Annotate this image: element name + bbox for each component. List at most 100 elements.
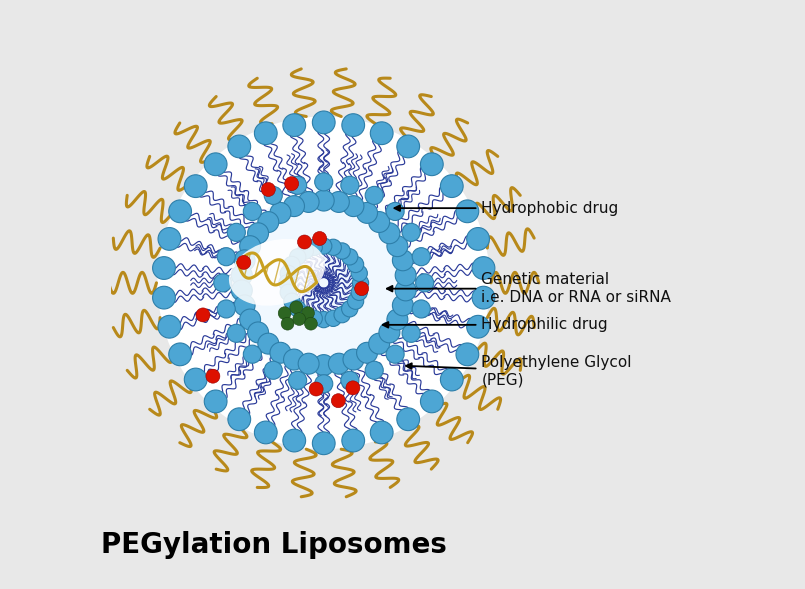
Circle shape — [386, 203, 404, 220]
Circle shape — [343, 196, 364, 217]
Text: Hydrophobic drug: Hydrophobic drug — [394, 201, 618, 216]
Circle shape — [369, 211, 390, 233]
Circle shape — [279, 274, 295, 291]
Circle shape — [184, 368, 207, 391]
Text: Genetic material
i.e. DNA or RNA or siRNA: Genetic material i.e. DNA or RNA or siRN… — [387, 273, 671, 305]
Circle shape — [196, 308, 210, 322]
Circle shape — [254, 122, 277, 144]
Circle shape — [243, 203, 262, 220]
Circle shape — [351, 265, 367, 282]
Circle shape — [346, 381, 360, 395]
Circle shape — [234, 250, 255, 271]
Circle shape — [370, 421, 393, 444]
Circle shape — [284, 293, 300, 309]
Circle shape — [348, 256, 364, 273]
Circle shape — [270, 203, 291, 223]
Circle shape — [283, 114, 306, 137]
Circle shape — [467, 315, 489, 338]
Circle shape — [288, 176, 307, 194]
Circle shape — [204, 390, 227, 413]
Circle shape — [312, 111, 335, 134]
Circle shape — [290, 300, 306, 317]
Circle shape — [309, 382, 323, 396]
Circle shape — [158, 227, 181, 250]
Circle shape — [184, 175, 207, 197]
Circle shape — [341, 249, 358, 265]
Circle shape — [328, 191, 349, 213]
Circle shape — [312, 231, 327, 246]
Circle shape — [231, 265, 252, 286]
Circle shape — [365, 361, 383, 379]
Circle shape — [456, 343, 479, 366]
Circle shape — [313, 355, 334, 376]
Circle shape — [228, 135, 250, 158]
Circle shape — [357, 203, 378, 223]
Circle shape — [298, 235, 312, 249]
Circle shape — [153, 286, 175, 309]
Circle shape — [298, 353, 319, 374]
Circle shape — [240, 236, 261, 257]
Circle shape — [353, 274, 369, 291]
Circle shape — [315, 375, 332, 393]
Circle shape — [158, 315, 181, 338]
Circle shape — [348, 293, 364, 309]
Circle shape — [415, 274, 434, 292]
Circle shape — [231, 280, 252, 301]
Circle shape — [214, 274, 232, 292]
Circle shape — [279, 307, 291, 320]
Circle shape — [397, 135, 419, 158]
Circle shape — [412, 300, 431, 318]
Circle shape — [315, 173, 332, 191]
Circle shape — [440, 368, 463, 391]
Circle shape — [230, 190, 417, 376]
Circle shape — [341, 176, 359, 194]
Circle shape — [254, 421, 277, 444]
Circle shape — [355, 282, 369, 296]
Circle shape — [306, 310, 322, 326]
Circle shape — [370, 122, 393, 144]
Circle shape — [369, 333, 390, 354]
Circle shape — [332, 393, 345, 408]
Circle shape — [392, 295, 413, 316]
Circle shape — [334, 243, 350, 259]
Circle shape — [270, 342, 291, 363]
Circle shape — [306, 239, 322, 256]
Circle shape — [228, 408, 250, 431]
Circle shape — [297, 306, 313, 323]
Circle shape — [392, 250, 413, 271]
Circle shape — [387, 236, 408, 257]
Circle shape — [169, 343, 192, 366]
Circle shape — [243, 345, 262, 363]
Circle shape — [234, 295, 255, 316]
Circle shape — [351, 284, 367, 300]
Circle shape — [227, 325, 246, 342]
Ellipse shape — [229, 239, 325, 306]
Circle shape — [472, 286, 495, 309]
Circle shape — [153, 257, 175, 279]
Circle shape — [472, 257, 495, 279]
Circle shape — [298, 191, 319, 213]
Text: PEGylation Liposomes: PEGylation Liposomes — [101, 531, 447, 560]
Circle shape — [217, 300, 235, 318]
Circle shape — [334, 306, 350, 323]
Circle shape — [357, 342, 378, 363]
Circle shape — [341, 371, 359, 389]
Circle shape — [158, 117, 490, 449]
Circle shape — [341, 300, 358, 317]
Circle shape — [262, 183, 275, 197]
Circle shape — [248, 322, 269, 343]
Circle shape — [395, 265, 416, 286]
Circle shape — [288, 371, 307, 389]
Circle shape — [397, 408, 419, 431]
Circle shape — [304, 317, 317, 330]
Circle shape — [237, 256, 251, 269]
Circle shape — [283, 196, 304, 217]
Circle shape — [313, 190, 334, 211]
Circle shape — [280, 265, 296, 282]
Circle shape — [227, 223, 246, 241]
Circle shape — [283, 349, 304, 370]
Circle shape — [302, 307, 315, 320]
Circle shape — [325, 310, 341, 326]
Circle shape — [420, 390, 444, 413]
Circle shape — [402, 325, 420, 342]
